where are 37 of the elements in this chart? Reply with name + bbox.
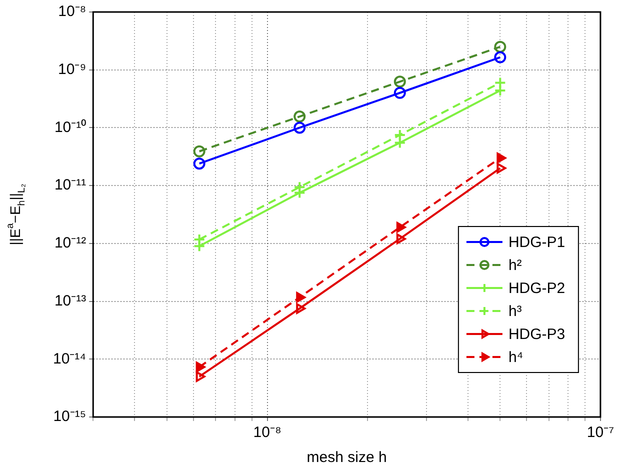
point bbox=[396, 222, 406, 233]
point bbox=[193, 158, 206, 170]
point bbox=[496, 152, 506, 164]
y-tick-label: 10⁻¹¹ bbox=[54, 176, 86, 194]
point bbox=[494, 51, 506, 64]
point bbox=[494, 84, 506, 96]
y-tick-label: 10⁻⁹ bbox=[58, 61, 86, 78]
x-axis-title: mesh size h bbox=[306, 449, 387, 466]
legend-label: HDG-P3 bbox=[508, 326, 566, 344]
y-tick-label: 10⁻¹² bbox=[54, 234, 86, 252]
point bbox=[294, 122, 306, 134]
y-axis-title: ||Ea−Eh||L₂ bbox=[5, 184, 28, 246]
y-tick-label: 10⁻¹³ bbox=[54, 292, 86, 310]
y-tick-label: 10⁻⁸ bbox=[58, 3, 86, 20]
point bbox=[196, 371, 206, 382]
x-tick-label: 10⁻⁷ bbox=[586, 424, 614, 442]
y-tick-label: 10⁻¹⁵ bbox=[53, 408, 86, 426]
point bbox=[394, 136, 406, 149]
legend-label: HDG-P2 bbox=[508, 280, 566, 298]
point bbox=[394, 76, 406, 88]
legend-label: h² bbox=[508, 257, 522, 274]
y-tick-label: 10⁻¹⁰ bbox=[54, 118, 86, 136]
point bbox=[494, 40, 506, 53]
point bbox=[196, 362, 206, 372]
legend-label: h³ bbox=[508, 303, 522, 320]
point bbox=[294, 186, 306, 199]
point bbox=[396, 234, 406, 244]
legend-label: HDG-P1 bbox=[508, 234, 566, 252]
point bbox=[193, 145, 206, 158]
point bbox=[296, 292, 306, 303]
point bbox=[294, 110, 306, 123]
point bbox=[296, 303, 306, 314]
point bbox=[496, 162, 506, 174]
y-tick-label: 10⁻¹⁴ bbox=[53, 350, 86, 368]
point bbox=[394, 86, 406, 99]
point bbox=[193, 240, 206, 252]
legend-label: h⁴ bbox=[508, 349, 524, 366]
